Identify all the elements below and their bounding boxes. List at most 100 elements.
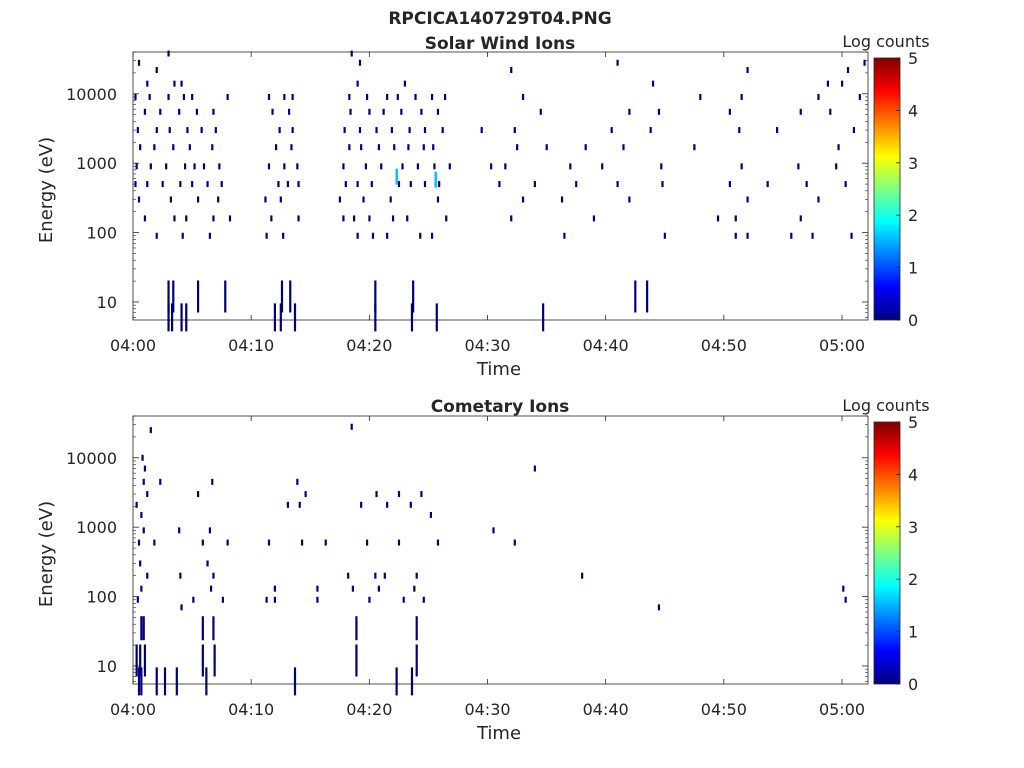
solar-wind-data-cell (401, 163, 404, 170)
solar-wind-data-cell (560, 196, 564, 203)
solar-wind-data-cell (651, 80, 655, 87)
solar-wind-data-cell (375, 127, 378, 134)
solar-wind-data-cell (348, 144, 351, 151)
solar-wind-data-cell (368, 215, 371, 222)
solar-wind-data-cell (134, 93, 137, 100)
solar-wind-colorbar (873, 57, 901, 321)
solar-wind-data-cell (179, 181, 182, 188)
solar-wind-data-cell (293, 303, 297, 332)
solar-wind-data-cell (136, 127, 139, 134)
solar-wind-data-cell (362, 196, 365, 203)
solar-wind-data-cell (202, 163, 206, 170)
solar-wind-data-cell (364, 163, 367, 170)
solar-wind-data-cell (178, 108, 181, 115)
solar-wind-data-cell (228, 215, 232, 222)
cometary-data-cell (657, 604, 661, 611)
cometary-data-cell (206, 560, 209, 567)
cometary-data-cell (137, 539, 141, 546)
solar-wind-data-cell (208, 232, 212, 239)
solar-wind-colorbar-tick-label: 3 (908, 154, 918, 173)
solar-wind-data-cell (837, 144, 840, 151)
cometary-data-cell (155, 667, 158, 696)
solar-wind-data-cell (510, 67, 513, 74)
cometary-data-cell (139, 644, 142, 677)
cometary-data-cell (377, 585, 380, 592)
solar-wind-data-cell (817, 196, 820, 203)
solar-wind-x-tick-label: 04:30 (464, 336, 510, 355)
solar-wind-data-cell (220, 181, 223, 188)
solar-wind-data-cell (797, 163, 800, 170)
cometary-data-cell (410, 667, 414, 696)
cometary-data-cell (163, 667, 167, 696)
solar-wind-data-cell (657, 108, 661, 115)
solar-wind-data-cell (390, 127, 393, 134)
solar-wind-data-cell (196, 280, 200, 313)
solar-wind-data-cell (610, 127, 613, 134)
solar-wind-data-cell (356, 181, 359, 188)
solar-wind-data-cell (423, 127, 427, 134)
solar-wind-data-cell (271, 108, 274, 115)
solar-wind-data-cell (137, 196, 141, 203)
cometary-data-cell (397, 491, 401, 498)
solar-wind-data-cell (180, 80, 183, 87)
solar-wind-data-cell (433, 163, 436, 170)
solar-wind-data-cell (423, 181, 427, 188)
solar-wind-y-tick-label: 10 (97, 293, 117, 312)
solar-wind-data-cell (374, 280, 377, 313)
solar-wind-data-cell (382, 108, 385, 115)
solar-wind-data-cell (349, 108, 352, 115)
solar-wind-data-cell (287, 108, 291, 115)
solar-wind-data-cell (282, 232, 285, 239)
solar-wind-data-cell (297, 215, 300, 222)
solar-wind-data-cell (188, 144, 191, 151)
solar-wind-data-cell (516, 144, 519, 151)
solar-wind-data-cell (504, 163, 507, 170)
cometary-data-cell (355, 644, 358, 677)
solar-wind-data-cell (186, 127, 189, 134)
solar-wind-data-cell (386, 93, 389, 100)
solar-wind-data-cell (155, 127, 158, 134)
solar-wind-data-cell (380, 163, 383, 170)
solar-wind-data-cell (728, 181, 731, 188)
solar-wind-data-cell (435, 303, 438, 332)
cometary-data-cell (140, 585, 143, 592)
solar-wind-x-tick-label: 05:00 (819, 336, 865, 355)
solar-wind-data-cell (165, 163, 168, 170)
solar-wind-data-cell (397, 181, 401, 188)
solar-wind-data-cell (407, 144, 410, 151)
solar-wind-data-cell (734, 232, 737, 239)
cometary-data-cell (143, 644, 147, 677)
solar-wind-data-cell (180, 303, 183, 332)
cometary-data-cell (360, 501, 363, 508)
cometary-x-tick-label: 04:40 (583, 700, 629, 719)
solar-wind-data-cell (539, 108, 542, 115)
cometary-colorbar-title: Log counts (842, 396, 929, 415)
solar-wind-data-cell (386, 232, 389, 239)
solar-wind-data-cell (356, 232, 359, 239)
solar-wind-x-axis-label: Time (476, 359, 521, 380)
solar-wind-data-cell (200, 127, 203, 134)
solar-wind-data-cell (206, 181, 209, 188)
cometary-y-tick-label: 1000 (76, 518, 117, 537)
solar-wind-data-cell (441, 127, 444, 134)
solar-wind-data-cell (628, 108, 631, 115)
solar-wind-data-cell-high (395, 168, 398, 185)
solar-wind-data-cell (283, 163, 286, 170)
solar-wind-data-cell (296, 163, 299, 170)
cometary-data-cell (142, 616, 145, 641)
solar-wind-data-cell (173, 215, 176, 222)
cometary-data-cell (286, 501, 289, 508)
solar-wind-data-cell (443, 93, 447, 100)
solar-wind-data-cell (143, 108, 147, 115)
solar-wind-data-cell (693, 144, 696, 151)
solar-wind-data-cell (835, 163, 838, 170)
cometary-data-cell (140, 667, 143, 696)
solar-wind-data-cell (185, 215, 188, 222)
cometary-data-cell (208, 527, 212, 534)
solar-wind-data-cell (358, 59, 362, 66)
solar-wind-data-cell (195, 108, 199, 115)
solar-wind-data-cell (438, 181, 441, 188)
cometary-data-cell (159, 478, 162, 485)
solar-wind-data-cell (663, 232, 666, 239)
